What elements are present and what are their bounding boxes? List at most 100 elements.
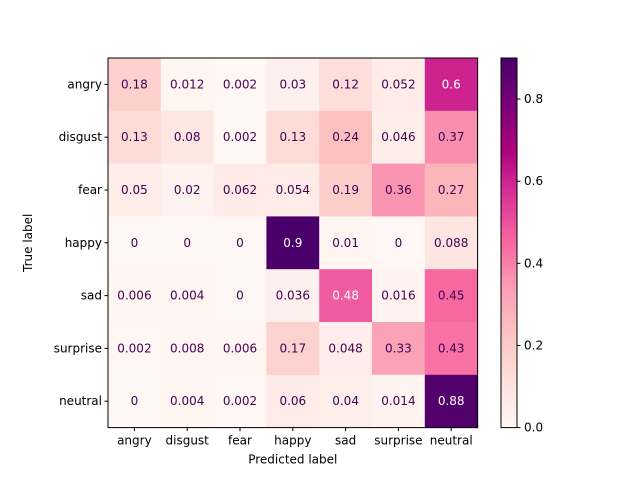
y-tick-label: sad [81, 289, 102, 303]
cell-value-label: 0.002 [223, 77, 257, 91]
heatmap-cell [372, 374, 426, 429]
cell-value-label: 0.004 [170, 289, 204, 303]
y-tick-label: disgust [59, 130, 103, 144]
cell-value-label: 0.016 [381, 289, 415, 303]
heatmap-cell [266, 374, 320, 429]
cell-value-label: 0.01 [332, 236, 359, 250]
heatmap-cell [213, 163, 267, 217]
heatmap-cell [424, 216, 479, 270]
cell-value-label: 0.052 [381, 77, 415, 91]
cell-value-label: 0.088 [434, 236, 468, 250]
cell-value-label: 0.006 [223, 341, 257, 355]
cell-value-label: 0.9 [283, 236, 302, 250]
cell-value-label: 0.13 [121, 130, 148, 144]
cell-value-label: 0.27 [438, 183, 465, 197]
cell-value-label: 0.046 [381, 130, 415, 144]
x-tick-label: angry [117, 434, 152, 448]
heatmap-cell [372, 269, 426, 323]
cell-value-label: 0.37 [438, 130, 465, 144]
cell-value-label: 0 [131, 236, 139, 250]
heatmap-cell [160, 163, 215, 217]
cell-value-label: 0.45 [438, 289, 465, 303]
heatmap-cells [108, 58, 479, 429]
heatmap-cell [424, 110, 479, 165]
heatmap-cell [213, 322, 267, 376]
cell-value-label: 0 [236, 236, 244, 250]
cell-value-label: 0.002 [223, 394, 257, 408]
heatmap-cell [108, 269, 162, 323]
heatmap-cell [319, 216, 373, 270]
heatmap-cell [213, 269, 267, 323]
cell-value-label: 0.004 [170, 394, 204, 408]
cell-value-label: 0.33 [385, 341, 412, 355]
heatmap-cell [108, 216, 162, 270]
heatmap-cell [424, 269, 479, 323]
cell-value-label: 0.17 [279, 341, 306, 355]
y-tick-label: happy [65, 236, 102, 250]
heatmap-cell [213, 110, 267, 165]
heatmap-cell-labels: 0.18 0.012 0.002 0.03 0.12 0.052 0.6 0.13 0.08 0.… [117, 77, 468, 408]
cell-value-label: 0.48 [332, 289, 359, 303]
x-tick-label: surprise [374, 434, 422, 448]
heatmap-cell [319, 322, 373, 376]
cell-value-label: 0 [395, 236, 403, 250]
cell-value-label: 0.014 [381, 394, 415, 408]
y-axis-label: True label [21, 214, 35, 273]
cell-value-label: 0.88 [438, 394, 465, 408]
cell-value-label: 0 [236, 289, 244, 303]
cell-value-label: 0.012 [170, 77, 204, 91]
cell-value-label: 0.08 [174, 130, 201, 144]
heatmap-cell [108, 163, 162, 217]
cell-value-label: 0.054 [276, 183, 310, 197]
y-axis-ticks: angry disgust fear happy sad surprise neutral [54, 77, 108, 408]
y-tick-label: fear [78, 183, 102, 197]
heatmap-cell [108, 374, 162, 429]
heatmap-cell [319, 163, 373, 217]
x-tick-label: disgust [166, 434, 210, 448]
colorbar-tick-label: 0.4 [524, 256, 543, 270]
heatmap-cell [108, 110, 162, 165]
x-tick-label: happy [274, 434, 311, 448]
x-axis-label: Predicted label [248, 453, 337, 467]
heatmap-cell [160, 58, 215, 112]
x-tick-label: neutral [430, 434, 473, 448]
heatmap-cell [319, 269, 373, 323]
cell-value-label: 0.36 [385, 183, 412, 197]
heatmap-cell [424, 58, 479, 112]
colorbar-tick-label: 0.0 [524, 421, 543, 435]
cell-value-label: 0.008 [170, 341, 204, 355]
cell-value-label: 0.036 [276, 289, 310, 303]
cell-value-label: 0.02 [174, 183, 201, 197]
cell-value-label: 0.05 [121, 183, 148, 197]
heatmap-cell [160, 216, 215, 270]
colorbar [500, 57, 518, 429]
heatmap-cell [266, 163, 320, 217]
x-tick-label: fear [228, 434, 252, 448]
colorbar-tick-label: 0.6 [524, 174, 543, 188]
cell-value-label: 0 [183, 236, 191, 250]
cell-value-label: 0.002 [117, 341, 151, 355]
heatmap-cell [266, 322, 320, 376]
heatmap-cell [266, 58, 320, 112]
heatmap-cell [372, 216, 426, 270]
colorbar-tick-label: 0.8 [524, 92, 543, 106]
heatmap-cell [213, 216, 267, 270]
cell-value-label: 0.062 [223, 183, 257, 197]
cell-value-label: 0.24 [332, 130, 359, 144]
heatmap-cell [319, 58, 373, 112]
x-tick-label: sad [335, 434, 356, 448]
heatmap-cell [372, 322, 426, 376]
x-axis-ticks: angry disgust fear happy sad surprise neutral [117, 427, 473, 448]
heatmap-cell [424, 322, 479, 376]
cell-value-label: 0.048 [328, 341, 362, 355]
cell-value-label: 0.04 [332, 394, 359, 408]
heatmap-cell [160, 269, 215, 323]
heatmap-cell [108, 58, 162, 112]
cell-value-label: 0.002 [223, 130, 257, 144]
heatmap-cell [424, 163, 479, 217]
y-tick-label: angry [67, 77, 102, 91]
heatmap-cell [266, 269, 320, 323]
cell-value-label: 0.43 [438, 341, 465, 355]
heatmap-cell [213, 58, 267, 112]
